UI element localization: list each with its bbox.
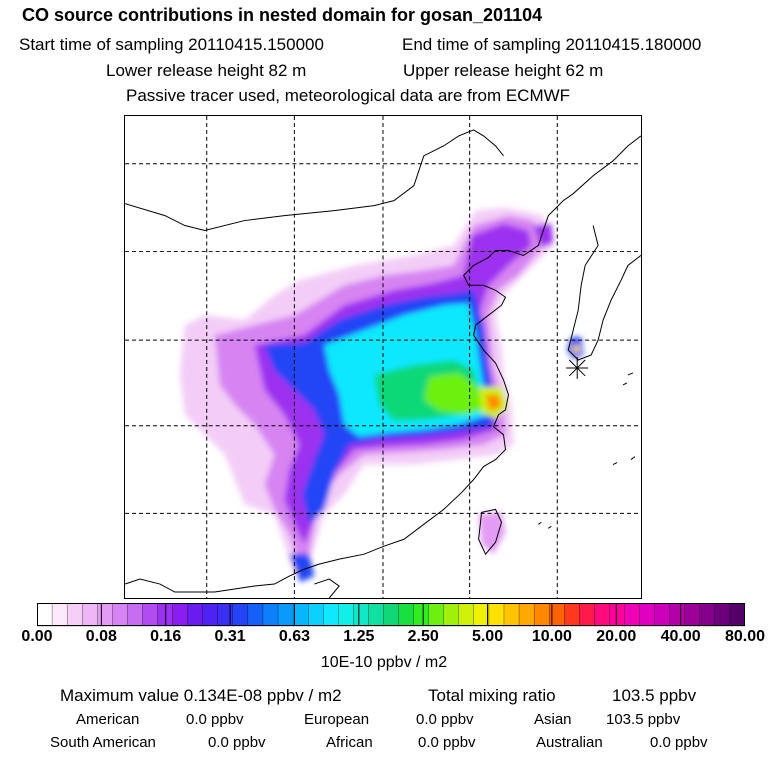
south-american-label: South American xyxy=(50,734,156,751)
colorbar-cell xyxy=(729,603,745,627)
colorbar-cell xyxy=(699,603,716,627)
colorbar-cell xyxy=(428,603,445,627)
upper-release-label: Upper release height 62 m xyxy=(403,61,604,80)
colorbar-cell xyxy=(262,603,279,627)
colorbar-cell xyxy=(398,603,415,627)
african-value: 0.0 ppbv xyxy=(418,734,476,751)
colorbar-cell xyxy=(217,603,234,627)
colorbar-tick-label: 1.25 xyxy=(343,628,375,645)
african-label: African xyxy=(326,734,373,751)
receptor-marker xyxy=(566,357,589,379)
plume-taiwan xyxy=(478,512,506,555)
colorbar-cell xyxy=(202,603,219,627)
colorbar xyxy=(37,603,745,627)
colorbar-cell xyxy=(66,603,83,627)
colorbar-cell xyxy=(413,603,430,627)
colorbar-cell xyxy=(247,603,264,627)
colorbar-tick-label: 0.63 xyxy=(278,628,311,645)
map-title: CO source contributions in nested domain… xyxy=(22,5,543,25)
colorbar-cell xyxy=(338,603,354,627)
colorbar-tick-label: 80.00 xyxy=(724,628,766,645)
colorbar-cell xyxy=(172,603,189,627)
colorbar-cell xyxy=(488,603,505,627)
plume-south-tail xyxy=(289,554,315,583)
coastline-hainan xyxy=(314,578,340,598)
colorbar-tick-label: 40.00 xyxy=(660,628,701,645)
colorbar-cell xyxy=(51,603,68,627)
colorbar-cell xyxy=(594,603,610,627)
colorbar-cell xyxy=(564,603,580,627)
colorbar-cell xyxy=(458,603,475,627)
colorbar-units: 10E-10 ppbv / m2 xyxy=(320,654,448,671)
concentration-map xyxy=(124,115,642,599)
coastline-korea xyxy=(567,225,641,361)
max-value-label: Maximum value 0.134E-08 ppbv / m2 xyxy=(60,686,342,705)
european-label: European xyxy=(304,711,370,728)
colorbar-cell xyxy=(292,603,309,627)
colorbar-cell xyxy=(639,603,656,627)
colorbar-cell xyxy=(82,603,98,627)
colorbar-cell xyxy=(232,603,249,627)
australian-label: Australian xyxy=(536,734,603,751)
colorbar-cell xyxy=(187,603,204,627)
colorbar-cell xyxy=(684,603,701,627)
colorbar-cell xyxy=(353,603,369,627)
european-value: 0.0 ppbv xyxy=(416,711,474,728)
colorbar-cell xyxy=(97,603,113,627)
colorbar-cell xyxy=(142,603,159,627)
colorbar-tick-label: 10.00 xyxy=(531,628,572,645)
south-american-value: 0.0 ppbv xyxy=(208,734,266,751)
colorbar-tick-label: 20.00 xyxy=(596,628,637,645)
american-label: American xyxy=(76,711,140,728)
colorbar-tick-label: 5.00 xyxy=(471,628,504,645)
tracer-note: Passive tracer used, meteorological data… xyxy=(126,86,571,105)
colorbar-cells xyxy=(37,603,745,627)
colorbar-cell xyxy=(277,603,294,627)
grid-layer xyxy=(125,116,641,598)
colorbar-cell xyxy=(609,603,626,627)
colorbar-cell xyxy=(307,603,324,627)
coastline-layer xyxy=(125,129,641,598)
colorbar-cell xyxy=(624,603,641,627)
plume-ne xyxy=(533,223,554,248)
start-time-label: Start time of sampling 20110415.150000 xyxy=(19,35,324,54)
colorbar-cell xyxy=(443,603,460,627)
asian-value: 103.5 ppbv xyxy=(606,711,681,728)
plume-green xyxy=(423,372,484,415)
total-mixing-label: Total mixing ratio xyxy=(428,686,556,705)
colorbar-cell xyxy=(669,603,686,627)
colorbar-cell xyxy=(714,603,731,627)
coastline-china xyxy=(125,129,641,593)
coastline-taiwan xyxy=(478,508,503,556)
plume-island-korea-core xyxy=(573,345,580,354)
colorbar-tick-label: 0.08 xyxy=(85,628,117,645)
colorbar-cell xyxy=(473,603,490,627)
plume-layer xyxy=(179,207,584,583)
colorbar-tick-label: 0.31 xyxy=(214,628,246,645)
australian-value: 0.0 ppbv xyxy=(650,734,708,751)
american-value: 0.0 ppbv xyxy=(186,711,244,728)
colorbar-cell xyxy=(127,603,143,627)
colorbar-cell xyxy=(533,603,550,627)
colorbar-cell xyxy=(112,603,128,627)
colorbar-cell xyxy=(37,603,53,627)
colorbar-cell xyxy=(518,603,535,627)
end-time-label: End time of sampling 20110415.180000 xyxy=(402,35,702,54)
colorbar-cell xyxy=(368,603,385,627)
colorbar-tick-label: 2.50 xyxy=(407,628,439,645)
colorbar-cell xyxy=(654,603,671,627)
colorbar-tick-label: 0.16 xyxy=(150,628,182,645)
plume-orange xyxy=(485,394,502,411)
asian-label: Asian xyxy=(534,711,572,728)
lower-release-label: Lower release height 82 m xyxy=(106,61,307,80)
colorbar-cell xyxy=(579,603,595,627)
coastline-islands xyxy=(538,372,636,529)
colorbar-cell xyxy=(323,603,339,627)
total-mixing-value: 103.5 ppbv xyxy=(612,686,697,705)
colorbar-cell xyxy=(503,603,520,627)
colorbar-major-ticks xyxy=(100,603,682,626)
colorbar-tick-label: 0.00 xyxy=(21,628,53,645)
colorbar-cell xyxy=(383,603,400,627)
